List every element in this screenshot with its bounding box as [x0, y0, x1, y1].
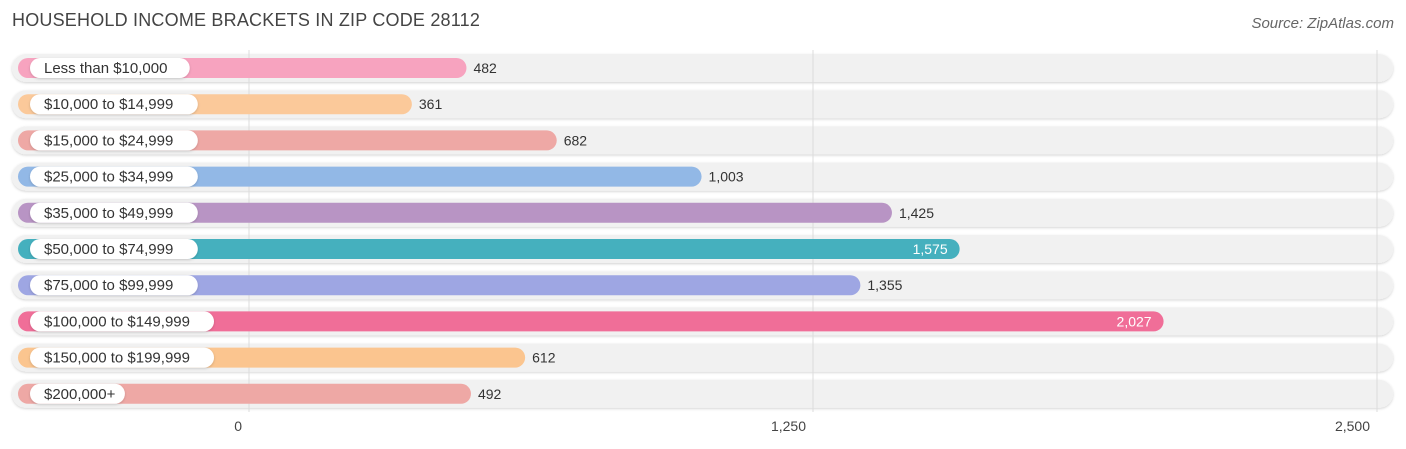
category-label: $15,000 to $24,999 [44, 132, 173, 149]
category-label: $10,000 to $14,999 [44, 96, 173, 113]
category-pill [30, 311, 214, 332]
category-label: $75,000 to $99,999 [44, 277, 173, 294]
category-pill [30, 202, 198, 223]
bar [18, 202, 892, 223]
category-label: Less than $10,000 [44, 60, 167, 77]
category-label: $25,000 to $34,999 [44, 169, 173, 186]
category-pill [30, 383, 125, 404]
value-label: 492 [478, 386, 502, 402]
category-label: $100,000 to $149,999 [44, 313, 190, 330]
value-label: 1,575 [913, 241, 948, 257]
category-label: $200,000+ [44, 386, 116, 403]
tick-label: 0 [234, 418, 242, 434]
category-pill [30, 58, 190, 78]
bar [18, 311, 1164, 332]
tick-label: 2,500 [1335, 418, 1370, 434]
bar [18, 239, 960, 259]
value-label: 1,355 [867, 277, 902, 293]
category-pill [30, 239, 198, 259]
value-label: 361 [419, 96, 443, 112]
category-pill [30, 166, 198, 187]
value-label: 682 [564, 132, 588, 148]
value-label: 1,425 [899, 205, 934, 221]
source-credit: Source: ZipAtlas.com [1251, 15, 1394, 32]
category-label: $50,000 to $74,999 [44, 241, 173, 258]
category-pill [30, 275, 198, 296]
category-pill [30, 347, 214, 368]
category-pill [30, 94, 198, 115]
bar [18, 383, 471, 404]
value-label: 1,003 [709, 169, 744, 185]
bar [18, 275, 861, 296]
category-pill [30, 130, 198, 151]
category-label: $35,000 to $49,999 [44, 205, 173, 222]
value-label: 2,027 [1117, 313, 1152, 329]
chart-title: HOUSEHOLD INCOME BRACKETS IN ZIP CODE 28… [12, 10, 481, 30]
category-label: $150,000 to $199,999 [44, 350, 190, 367]
value-label: 612 [532, 350, 556, 366]
value-label: 482 [473, 60, 497, 76]
tick-label: 1,250 [771, 418, 806, 434]
